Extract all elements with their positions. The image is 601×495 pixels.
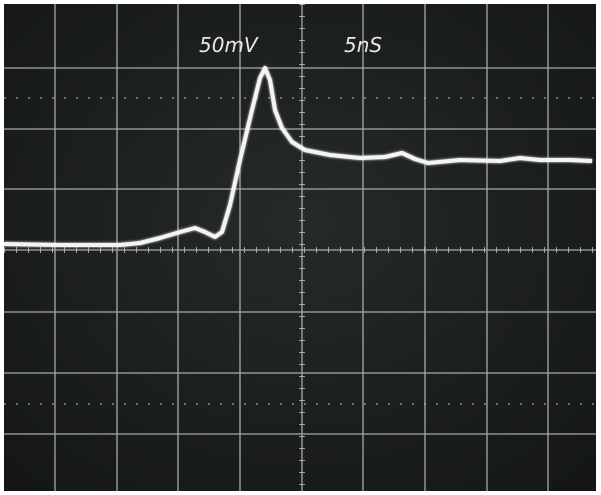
time-label: 5nS: [344, 33, 382, 57]
screen-background: [4, 4, 596, 491]
volts-label: 50mV: [199, 33, 259, 57]
graticule-subdivisions: [4, 4, 596, 491]
graticule: [4, 4, 596, 491]
signal-trace: [3, 66, 593, 247]
